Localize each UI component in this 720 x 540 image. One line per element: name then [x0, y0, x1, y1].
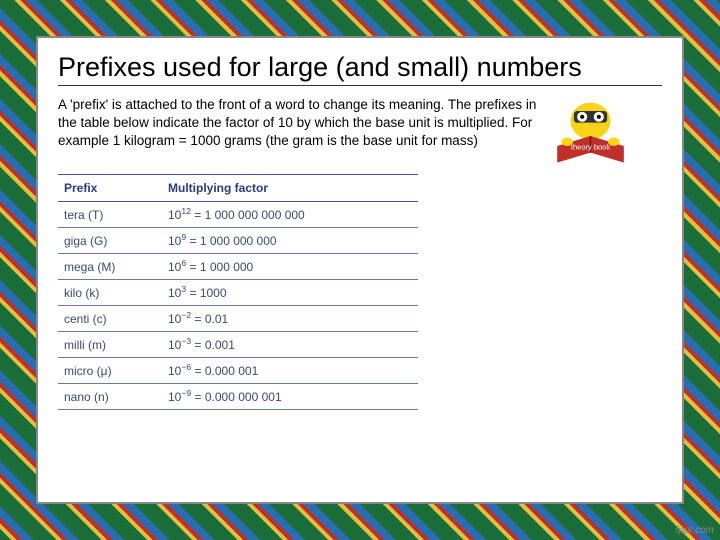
- table-row: tera (T)1012 = 1 000 000 000 000: [58, 202, 418, 228]
- cell-factor: 10−6 = 0.000 001: [168, 364, 418, 378]
- table-body: tera (T)1012 = 1 000 000 000 000giga (G)…: [58, 202, 418, 410]
- prefix-table: Prefix Multiplying factor tera (T)1012 =…: [58, 174, 418, 410]
- cell-factor: 10−9 = 0.000 000 001: [168, 390, 418, 404]
- mascot-theory-book-icon: theory book: [548, 96, 633, 166]
- cell-factor: 103 = 1000: [168, 286, 418, 300]
- cell-prefix: milli (m): [58, 338, 168, 352]
- table-row: centi (c)10−2 = 0.01: [58, 306, 418, 332]
- mascot-label: theory book: [571, 142, 610, 151]
- table-row: milli (m)10−3 = 0.001: [58, 332, 418, 358]
- table-header: Prefix Multiplying factor: [58, 174, 418, 202]
- table-row: nano (n)10−9 = 0.000 000 001: [58, 384, 418, 410]
- page-title: Prefixes used for large (and small) numb…: [58, 52, 662, 86]
- content-panel: Prefixes used for large (and small) numb…: [36, 36, 684, 504]
- footer-watermark: fppt.com: [676, 525, 714, 536]
- cell-factor: 10−2 = 0.01: [168, 312, 418, 326]
- intro-row: A 'prefix' is attached to the front of a…: [58, 96, 662, 166]
- table-row: micro (μ)10−6 = 0.000 001: [58, 358, 418, 384]
- slide-page: Prefixes used for large (and small) numb…: [0, 0, 720, 540]
- cell-prefix: kilo (k): [58, 286, 168, 300]
- intro-text: A 'prefix' is attached to the front of a…: [58, 96, 538, 151]
- cell-prefix: nano (n): [58, 390, 168, 404]
- col-header-factor: Multiplying factor: [168, 181, 418, 195]
- table-row: kilo (k)103 = 1000: [58, 280, 418, 306]
- cell-factor: 106 = 1 000 000: [168, 260, 418, 274]
- cell-prefix: centi (c): [58, 312, 168, 326]
- cell-factor: 109 = 1 000 000 000: [168, 234, 418, 248]
- cell-prefix: tera (T): [58, 208, 168, 222]
- table-row: mega (M)106 = 1 000 000: [58, 254, 418, 280]
- cell-factor: 10−3 = 0.001: [168, 338, 418, 352]
- cell-prefix: micro (μ): [58, 364, 168, 378]
- col-header-prefix: Prefix: [58, 181, 168, 195]
- cell-prefix: giga (G): [58, 234, 168, 248]
- cell-factor: 1012 = 1 000 000 000 000: [168, 208, 418, 222]
- table-row: giga (G)109 = 1 000 000 000: [58, 228, 418, 254]
- cell-prefix: mega (M): [58, 260, 168, 274]
